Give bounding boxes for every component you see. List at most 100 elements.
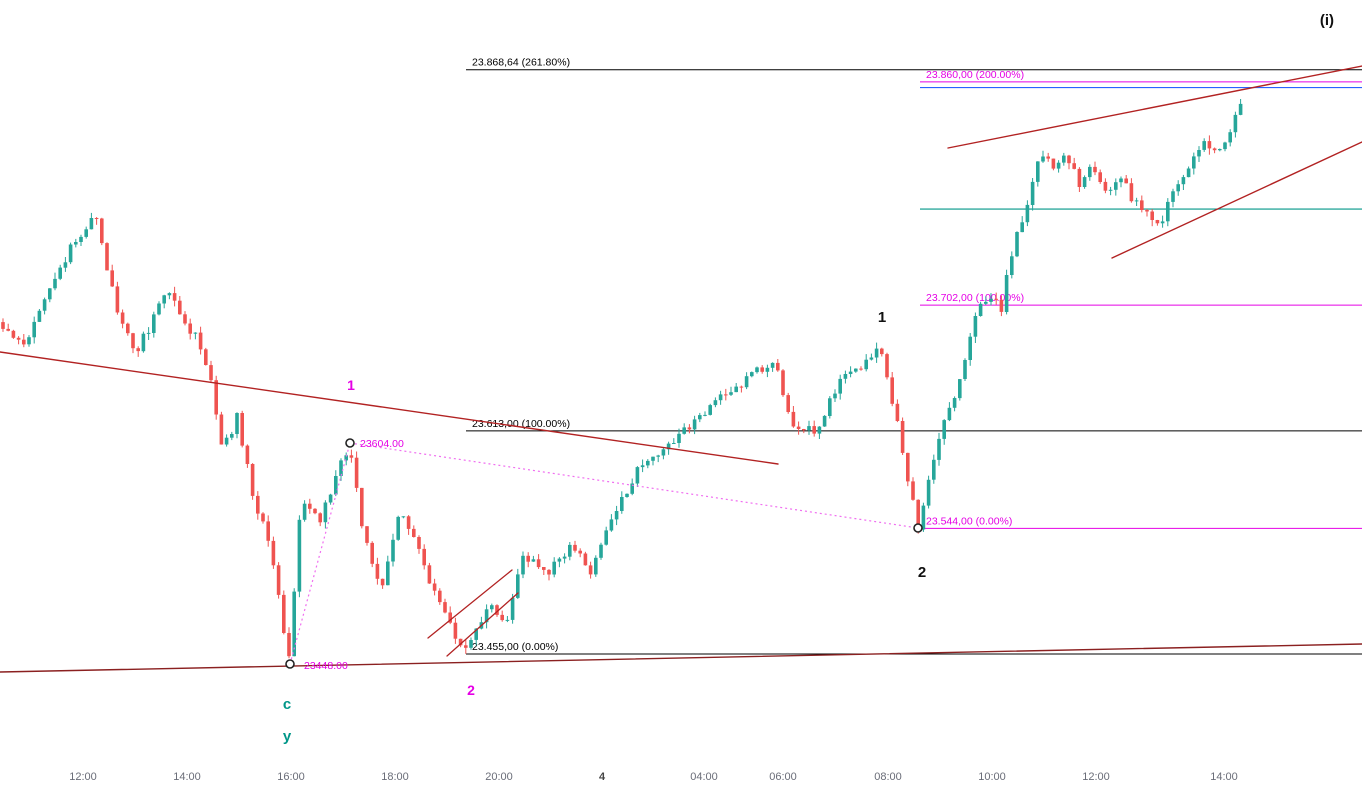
wave-label[interactable]: 1 xyxy=(878,309,886,326)
candle-body xyxy=(464,645,468,648)
candle-body xyxy=(1015,232,1019,257)
time-axis-label: 14:00 xyxy=(173,771,201,783)
candle-body xyxy=(968,336,972,360)
candle-body xyxy=(1072,163,1076,169)
candle-body xyxy=(391,539,395,562)
candle-body xyxy=(1233,114,1238,133)
candle-body xyxy=(68,244,73,263)
pivot-marker[interactable] xyxy=(913,523,923,533)
candle-body xyxy=(1010,256,1014,275)
pivot-connector-line[interactable] xyxy=(289,442,351,665)
candle-body xyxy=(375,563,380,579)
trendline[interactable] xyxy=(0,643,1362,673)
trendline[interactable] xyxy=(0,351,779,465)
candle-body xyxy=(1160,221,1165,224)
wave-label[interactable]: 2 xyxy=(467,682,475,698)
candle-body xyxy=(781,370,785,396)
trendline[interactable] xyxy=(1111,141,1362,259)
candle-body xyxy=(297,519,302,592)
candle-body xyxy=(126,323,130,334)
candle-body xyxy=(1212,148,1217,151)
time-axis[interactable]: 12:00 14:00 16:00 18:00 20:00 4 04:00 06:00 08:0… xyxy=(69,771,1238,783)
candle-body xyxy=(718,394,723,401)
time-axis-label: 14:00 xyxy=(1210,771,1238,783)
candle-body xyxy=(880,348,884,355)
candle-body xyxy=(287,633,291,657)
wave-label[interactable]: c xyxy=(283,696,291,713)
candle-body xyxy=(412,528,416,537)
wave-label[interactable]: y xyxy=(283,728,292,745)
candle-body xyxy=(349,455,354,458)
candle-body xyxy=(895,403,900,421)
candle-body xyxy=(542,567,546,570)
candle-body xyxy=(1036,161,1040,182)
time-axis-label: 12:00 xyxy=(69,771,97,783)
candle-body xyxy=(885,354,889,378)
trendline[interactable] xyxy=(947,65,1362,149)
candle-body xyxy=(1088,166,1092,178)
pivot-marker[interactable] xyxy=(285,659,295,669)
candle-body xyxy=(557,558,562,562)
price-tag[interactable]: 23604.00 xyxy=(360,438,404,450)
candle-body xyxy=(266,521,270,541)
candle-body xyxy=(729,392,733,395)
candle-body xyxy=(89,218,94,230)
candle-body xyxy=(396,516,400,540)
candle-body xyxy=(786,395,790,412)
candle-body xyxy=(1176,184,1180,192)
candle-body xyxy=(94,218,99,219)
candle-body xyxy=(224,437,229,445)
candle-body xyxy=(167,293,172,296)
wave-label[interactable]: 2 xyxy=(918,564,926,581)
pivot-connector-line[interactable] xyxy=(349,442,919,529)
candle-body xyxy=(1238,103,1243,115)
candle-body xyxy=(318,513,322,523)
candle-body xyxy=(952,398,957,408)
candle-body xyxy=(869,357,874,360)
candle-body xyxy=(74,242,78,245)
candle-body xyxy=(843,374,848,379)
pivot-marker[interactable] xyxy=(345,438,355,448)
candle-body xyxy=(932,459,936,480)
fib-level-label: 23.455,00 (0.00%) xyxy=(472,641,558,653)
candle-body xyxy=(588,565,593,575)
fib-extension-magenta[interactable]: 23.860,00 (200.00%) 23.702,00 (100.00%) 23… xyxy=(920,69,1362,529)
candle-body xyxy=(495,605,499,615)
time-axis-label: 12:00 xyxy=(1082,771,1110,783)
candle-body xyxy=(1140,200,1144,210)
candle-body xyxy=(250,464,255,496)
candle-body xyxy=(547,569,551,575)
candle-body xyxy=(438,590,442,603)
trendline[interactable] xyxy=(427,569,513,639)
candle-body xyxy=(120,312,125,324)
candle-body xyxy=(963,360,967,379)
candle-body xyxy=(651,456,655,461)
candle-body xyxy=(635,467,640,484)
candle-body xyxy=(105,243,109,271)
candle-body xyxy=(874,348,879,358)
candle-body xyxy=(313,508,317,514)
price-tag[interactable]: 23448.00 xyxy=(304,660,348,672)
candles xyxy=(1,99,1243,659)
wave-label[interactable]: 1 xyxy=(347,377,355,393)
candle-body xyxy=(1218,149,1222,151)
fib-extension-black[interactable]: 23.868,64 (261.80%) 23.613,00 (100.00%) 23… xyxy=(466,57,1362,655)
candle-body xyxy=(739,386,744,388)
candle-body xyxy=(573,544,577,551)
candle-body xyxy=(958,379,962,399)
trendline[interactable] xyxy=(446,592,519,657)
candle-body xyxy=(599,544,603,558)
candle-body xyxy=(656,455,660,457)
candle-body xyxy=(807,426,811,431)
candle-body xyxy=(510,597,515,620)
candle-body xyxy=(859,368,863,370)
fib-level-label: 23.868,64 (261.80%) xyxy=(472,57,570,69)
candle-body xyxy=(765,367,770,372)
candle-body xyxy=(334,476,338,495)
fib-level-label: 23.544,00 (0.00%) xyxy=(926,515,1012,527)
candle-body xyxy=(63,262,68,268)
candle-body xyxy=(708,405,712,415)
candle-body xyxy=(276,565,281,595)
